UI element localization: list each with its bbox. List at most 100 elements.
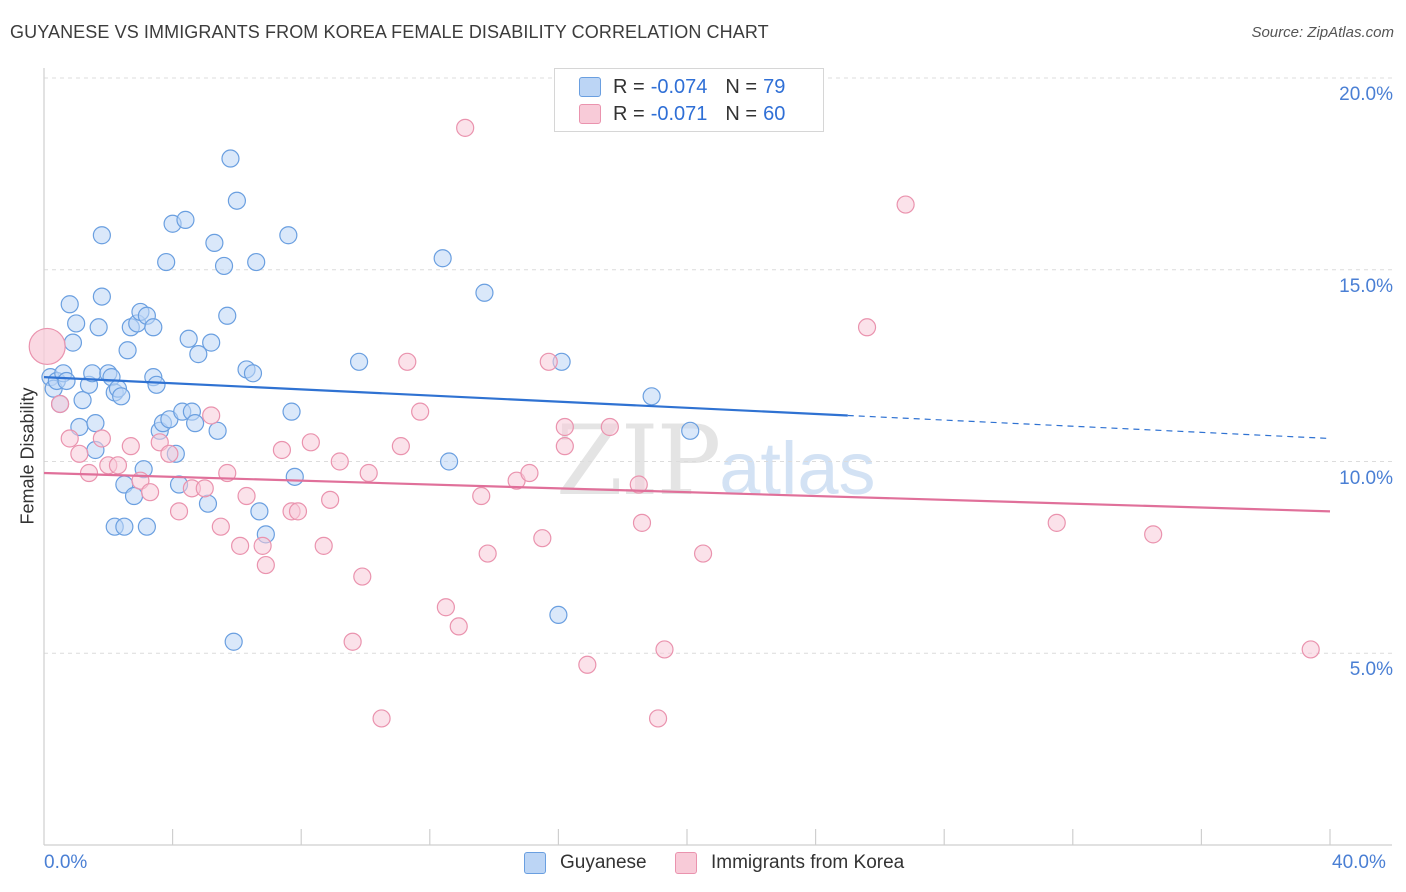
guyanese-point: [73, 391, 92, 410]
legend-row-guyanese: R = -0.074 N = 79: [579, 76, 785, 98]
guyanese-point: [198, 494, 218, 513]
korea-point: [391, 437, 410, 456]
guyanese-point: [282, 402, 301, 421]
guyanese-point: [214, 256, 234, 276]
x-tick-label-min: 0.0%: [44, 852, 88, 873]
korea-point: [693, 544, 713, 563]
korea-point: [343, 632, 362, 651]
korea-point: [253, 536, 272, 555]
korea-point: [108, 456, 128, 475]
legend-item-korea: Immigrants from Korea: [675, 852, 904, 874]
korea-point: [1047, 513, 1066, 532]
r-label: R =: [613, 75, 645, 98]
korea-trend-line: [43, 471, 1331, 513]
guyanese-point: [221, 149, 240, 168]
r-value: -0.074: [650, 75, 708, 98]
legend-row-korea: R = -0.071 N = 60: [579, 103, 785, 125]
guyanese-point: [186, 414, 205, 433]
guyanese-point: [115, 517, 134, 536]
korea-point: [555, 437, 574, 456]
korea-point: [321, 490, 340, 509]
korea-point: [60, 429, 79, 448]
korea-point: [288, 502, 308, 521]
korea-point: [539, 352, 558, 371]
korea-point: [28, 327, 66, 366]
y-tick-label-20: 20.0%: [1339, 84, 1393, 105]
n-label: N =: [725, 75, 758, 98]
guyanese-point: [243, 364, 263, 383]
y-tick-label-10: 10.0%: [1339, 467, 1393, 489]
series-legend: Guyanese Immigrants from Korea: [0, 852, 1406, 876]
guyanese-point: [224, 632, 243, 651]
guyanese-point: [189, 345, 208, 364]
guyanese-point: [279, 226, 298, 245]
guyanese-point: [147, 375, 166, 394]
korea-point: [301, 433, 320, 452]
guyanese-point: [250, 502, 269, 521]
guyanese-point: [205, 233, 224, 253]
guyanese-point: [218, 306, 237, 325]
korea-point: [449, 617, 468, 636]
guyanese-point: [549, 605, 568, 625]
guyanese-point: [144, 318, 163, 337]
korea-point: [92, 429, 111, 448]
korea-point: [1301, 640, 1320, 659]
korea-point: [896, 195, 915, 214]
korea-point: [314, 536, 333, 555]
korea-point: [202, 406, 221, 425]
korea-point: [330, 452, 349, 471]
korea-point: [231, 536, 250, 555]
source-label: Source: ZipAtlas.com: [1251, 24, 1394, 41]
guyanese-trend-line: [43, 376, 848, 417]
korea-point: [1144, 525, 1163, 544]
n-label: N =: [725, 102, 758, 125]
korea-point: [160, 444, 179, 463]
guyanese-point: [137, 517, 156, 536]
korea-point: [140, 483, 160, 502]
guyanese-point: [57, 371, 76, 391]
korea-point: [472, 486, 491, 506]
guyanese-point: [92, 287, 111, 306]
korea-point: [555, 417, 574, 437]
y-axis-label: Female Disability: [17, 387, 38, 525]
guyanese-point: [124, 486, 144, 506]
korea-point: [632, 513, 652, 532]
y-tick-label-15: 15.0%: [1339, 275, 1393, 297]
correlation-legend: R = -0.074 N = 79 R = -0.071 N = 60: [554, 68, 824, 132]
korea-point: [398, 352, 417, 371]
legend-label-guyanese: Guyanese: [560, 852, 647, 873]
korea-point: [195, 479, 214, 498]
korea-point: [121, 437, 140, 456]
guyanese-point: [118, 341, 137, 360]
korea-point: [411, 402, 430, 421]
korea-point: [600, 417, 619, 437]
guyanese-point: [642, 387, 661, 406]
legend-swatch-korea: [675, 852, 697, 874]
korea-point: [211, 517, 230, 536]
korea-point: [169, 502, 189, 521]
r-label: R =: [613, 102, 645, 125]
korea-point: [655, 640, 674, 659]
guyanese-point: [92, 226, 111, 245]
guyanese-point: [112, 387, 131, 406]
korea-point: [50, 394, 70, 414]
guyanese-point: [176, 210, 195, 229]
guyanese-point: [179, 329, 198, 348]
x-tick-label-max: 40.0%: [1332, 852, 1386, 873]
legend-swatch-korea: [579, 104, 601, 124]
n-value: 60: [763, 102, 786, 125]
korea-point: [256, 555, 275, 575]
korea-point: [436, 598, 455, 617]
guyanese-point: [433, 249, 452, 268]
korea-point: [372, 709, 391, 728]
legend-label-korea: Immigrants from Korea: [711, 852, 905, 873]
guyanese-point: [67, 314, 86, 333]
guyanese-point: [285, 467, 304, 486]
korea-point: [478, 544, 497, 563]
guyanese-point: [439, 452, 459, 471]
korea-point: [578, 655, 597, 674]
guyanese-point: [681, 421, 700, 440]
korea-point: [520, 463, 539, 483]
korea-point: [359, 463, 378, 483]
